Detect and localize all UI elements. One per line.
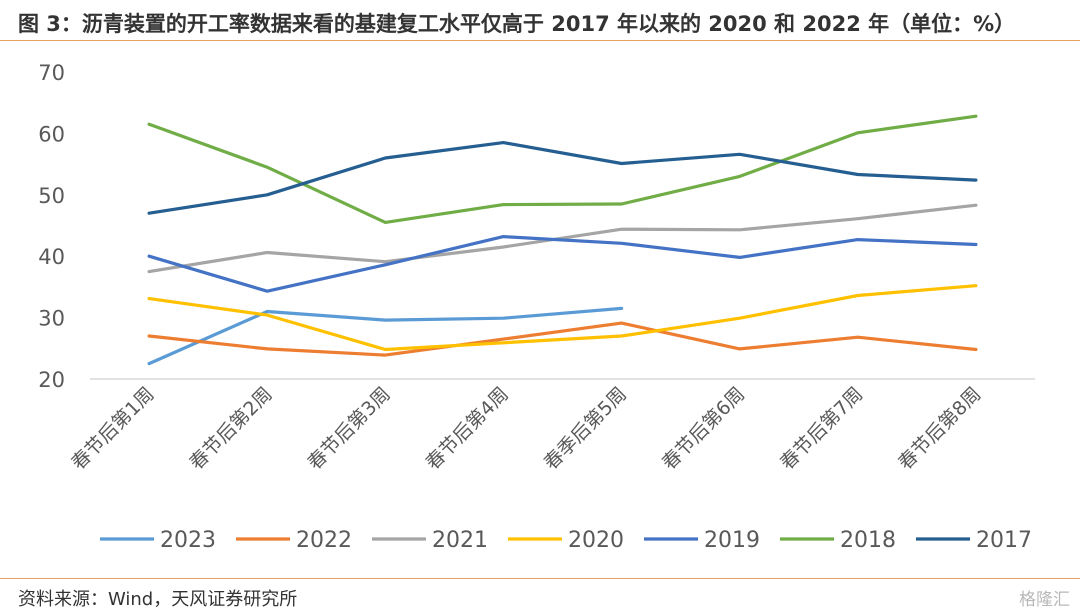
y-tick-label: 70 <box>38 61 65 85</box>
legend-label: 2020 <box>568 528 624 553</box>
x-tick-label: 春节后第8周 <box>894 383 985 474</box>
x-tick-label: 春节后第2周 <box>185 383 276 474</box>
y-tick-label: 20 <box>38 368 65 392</box>
legend-item-2019: 2019 <box>644 528 760 553</box>
x-tick-label: 春节后第3周 <box>304 383 395 474</box>
legend-item-2022: 2022 <box>236 528 352 553</box>
legend-item-2017: 2017 <box>916 528 1032 553</box>
legend-item-2021: 2021 <box>372 528 488 553</box>
y-tick-label: 40 <box>38 245 65 269</box>
legend-label: 2021 <box>432 528 488 553</box>
x-tick-label: 春节后第6周 <box>658 383 749 474</box>
legend-label: 2017 <box>976 528 1032 553</box>
watermark-logo: 格隆汇 <box>1019 590 1070 610</box>
y-tick-label: 50 <box>38 184 65 208</box>
x-tick-label: 春节后第1周 <box>67 383 158 474</box>
chart-title: 图 3：沥青装置的开工率数据来看的基建复工水平仅高于 2017 年以来的 202… <box>18 12 1016 36</box>
legend-item-2018: 2018 <box>780 528 896 553</box>
x-tick-label: 春节后第4周 <box>422 383 513 474</box>
legend-label: 2019 <box>704 528 760 553</box>
series-line-2017 <box>147 141 978 215</box>
bottom-divider <box>0 578 1080 579</box>
y-tick-label: 30 <box>38 307 65 331</box>
y-tick-label: 60 <box>38 122 65 146</box>
legend-label: 2018 <box>840 528 896 553</box>
legend-item-2020: 2020 <box>508 528 624 553</box>
y-axis-ticks: 20 30 40 50 60 70 <box>38 61 65 392</box>
series-line-2022 <box>147 321 978 357</box>
top-divider <box>0 40 1080 41</box>
legend-item-2023: 2023 <box>100 528 216 553</box>
x-tick-label: 春节后第7周 <box>776 383 867 474</box>
series-lines <box>147 114 978 366</box>
legend-label: 2022 <box>296 528 352 553</box>
x-axis-ticks: 春节后第1周 春节后第2周 春节后第3周 春节后第4周 春季后第5周 春节后第6周 春节后第… <box>67 383 985 474</box>
legend-label: 2023 <box>160 528 216 553</box>
series-line-2021 <box>147 203 978 274</box>
x-tick-label: 春季后第5周 <box>540 383 631 474</box>
legend: 2023 2022 2021 2020 2019 2018 2017 <box>100 528 1032 553</box>
series-line-2023 <box>147 306 624 366</box>
source-note: 资料来源：Wind，天风证券研究所 <box>18 589 298 610</box>
series-line-2020 <box>147 284 978 352</box>
series-line-2018 <box>147 114 978 224</box>
series-line-2019 <box>147 235 978 293</box>
